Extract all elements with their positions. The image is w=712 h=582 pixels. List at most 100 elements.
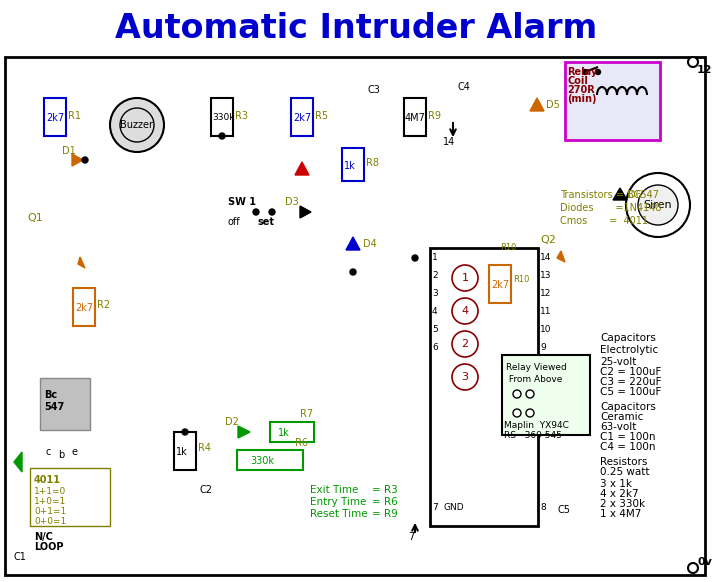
Text: off: off bbox=[228, 217, 241, 227]
Text: D5: D5 bbox=[546, 100, 560, 110]
Circle shape bbox=[526, 409, 534, 417]
Text: 2 x 330k: 2 x 330k bbox=[600, 499, 645, 509]
Text: 9: 9 bbox=[540, 342, 546, 352]
Text: N/C: N/C bbox=[34, 532, 53, 542]
Text: 0+1=1: 0+1=1 bbox=[34, 506, 66, 516]
Text: 270R: 270R bbox=[567, 85, 595, 95]
Text: R6: R6 bbox=[295, 438, 308, 448]
Text: 25-volt: 25-volt bbox=[600, 357, 637, 367]
Text: RS   369 545: RS 369 545 bbox=[504, 431, 562, 439]
Text: Entry Time: Entry Time bbox=[310, 497, 367, 507]
Text: set: set bbox=[258, 217, 275, 227]
Text: C3: C3 bbox=[367, 85, 380, 95]
Text: b: b bbox=[58, 450, 64, 460]
Text: C3 = 220uF: C3 = 220uF bbox=[600, 377, 661, 387]
Text: 330k: 330k bbox=[250, 456, 274, 466]
Text: Electrolytic: Electrolytic bbox=[600, 345, 659, 355]
Polygon shape bbox=[613, 188, 627, 200]
Text: R1: R1 bbox=[68, 111, 81, 121]
Text: Reset Time: Reset Time bbox=[310, 509, 367, 519]
Circle shape bbox=[269, 209, 275, 215]
Polygon shape bbox=[14, 452, 22, 472]
Polygon shape bbox=[78, 257, 85, 268]
Text: Maplin  YX94C: Maplin YX94C bbox=[504, 421, 569, 430]
Circle shape bbox=[582, 69, 587, 74]
Circle shape bbox=[82, 157, 88, 163]
Text: R10: R10 bbox=[513, 275, 530, 285]
Text: 0+0=1: 0+0=1 bbox=[34, 516, 66, 526]
Text: Resistors: Resistors bbox=[600, 457, 647, 467]
Text: Bc: Bc bbox=[44, 390, 57, 400]
Bar bbox=[40, 378, 90, 430]
Text: 5: 5 bbox=[432, 325, 438, 333]
Text: 7: 7 bbox=[408, 532, 414, 542]
Text: C1: C1 bbox=[14, 552, 27, 562]
Circle shape bbox=[253, 209, 259, 215]
Text: 2k7: 2k7 bbox=[293, 113, 311, 123]
Text: R3: R3 bbox=[235, 111, 248, 121]
Text: 1k: 1k bbox=[176, 447, 188, 457]
Text: 6: 6 bbox=[432, 342, 438, 352]
Text: 1k: 1k bbox=[344, 161, 356, 171]
Text: Coil: Coil bbox=[567, 76, 588, 86]
Text: R2: R2 bbox=[97, 300, 110, 310]
Bar bbox=[270, 422, 314, 442]
Text: R10: R10 bbox=[500, 243, 516, 253]
Circle shape bbox=[513, 390, 521, 398]
Text: LOOP: LOOP bbox=[34, 542, 63, 552]
Circle shape bbox=[626, 173, 690, 237]
Bar bbox=[404, 98, 426, 136]
Text: 1: 1 bbox=[432, 254, 438, 262]
Text: 14: 14 bbox=[443, 137, 455, 147]
Circle shape bbox=[688, 563, 698, 573]
Circle shape bbox=[526, 390, 534, 398]
Circle shape bbox=[452, 298, 478, 324]
Polygon shape bbox=[238, 426, 250, 438]
Text: Ceramic: Ceramic bbox=[600, 412, 644, 422]
Text: 1: 1 bbox=[461, 273, 468, 283]
Text: c: c bbox=[46, 447, 51, 457]
Text: Q2: Q2 bbox=[540, 235, 556, 245]
Polygon shape bbox=[72, 154, 83, 166]
Text: Buzzer: Buzzer bbox=[120, 120, 153, 130]
Text: D2: D2 bbox=[225, 417, 239, 427]
Text: 2k7: 2k7 bbox=[46, 113, 64, 123]
Circle shape bbox=[182, 429, 188, 435]
Circle shape bbox=[452, 331, 478, 357]
Bar bbox=[342, 148, 364, 181]
Text: R4: R4 bbox=[198, 443, 211, 453]
Text: R7: R7 bbox=[300, 409, 313, 419]
Text: 3 x 1k: 3 x 1k bbox=[600, 479, 632, 489]
Circle shape bbox=[595, 69, 600, 74]
Text: 11: 11 bbox=[540, 307, 552, 315]
Circle shape bbox=[219, 133, 225, 139]
Text: Q1: Q1 bbox=[27, 213, 43, 223]
Text: GND: GND bbox=[444, 503, 465, 513]
Text: Relay Viewed: Relay Viewed bbox=[506, 364, 567, 372]
Text: Relay: Relay bbox=[567, 67, 597, 77]
Text: D6: D6 bbox=[628, 190, 642, 200]
Text: D4: D4 bbox=[363, 239, 377, 249]
Circle shape bbox=[452, 265, 478, 291]
Text: 547: 547 bbox=[44, 402, 64, 412]
Text: 330k: 330k bbox=[212, 113, 234, 122]
Text: 2k7: 2k7 bbox=[75, 303, 93, 313]
Text: 1k: 1k bbox=[278, 428, 290, 438]
Text: 7: 7 bbox=[432, 503, 438, 513]
Circle shape bbox=[688, 57, 698, 67]
Bar bbox=[211, 98, 233, 136]
Text: Capacitors: Capacitors bbox=[600, 333, 656, 343]
Text: D3: D3 bbox=[285, 197, 299, 207]
Text: Cmos       =  4011: Cmos = 4011 bbox=[560, 216, 648, 226]
Text: 14: 14 bbox=[540, 254, 551, 262]
Text: From Above: From Above bbox=[506, 375, 562, 385]
Text: e: e bbox=[71, 447, 77, 457]
Text: 4M7: 4M7 bbox=[405, 113, 426, 123]
Bar bbox=[30, 468, 110, 526]
Text: = R3: = R3 bbox=[372, 485, 398, 495]
Text: 63-volt: 63-volt bbox=[600, 422, 637, 432]
Polygon shape bbox=[295, 162, 309, 175]
Text: 1+0=1: 1+0=1 bbox=[34, 496, 66, 506]
Text: 3: 3 bbox=[461, 372, 468, 382]
Text: Automatic Intruder Alarm: Automatic Intruder Alarm bbox=[115, 12, 597, 44]
